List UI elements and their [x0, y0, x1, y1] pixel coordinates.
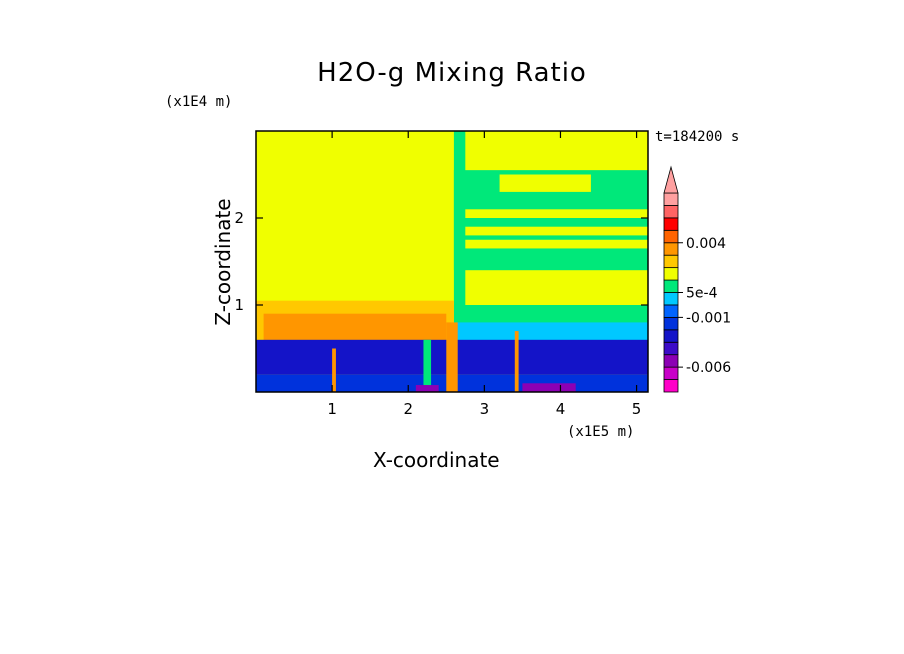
- colorbar-swatch-7: [663, 292, 679, 306]
- contour-region-9: [263, 313, 447, 345]
- colorbar-swatch-12: [663, 229, 679, 244]
- colorbar-label-8: 5e-4: [686, 286, 718, 302]
- colorbar-swatch-13: [663, 217, 679, 231]
- x-tick-label-1: 2: [403, 400, 413, 418]
- colorbar-swatch-4: [663, 329, 679, 343]
- contour-region-5: [465, 239, 648, 249]
- chart-title: H2O-g Mixing Ratio: [317, 58, 587, 88]
- contour-region-16: [332, 348, 336, 392]
- x-axis-label: X-coordinate: [373, 448, 500, 472]
- colorbar-swatch-9: [663, 267, 679, 281]
- contour-region-14: [514, 331, 519, 392]
- colorbar-swatch-8: [663, 279, 679, 293]
- colorbar-extend-arrow: [663, 165, 679, 194]
- colorbar-swatch-2: [663, 354, 679, 368]
- colorbar-swatch-3: [663, 341, 679, 356]
- colorbar-label-12: 0.004: [686, 236, 726, 252]
- contour-region-4: [465, 226, 648, 236]
- colorbar-swatch-5: [663, 316, 679, 331]
- contour-region-15: [423, 339, 432, 392]
- x-tick-label-4: 5: [632, 400, 642, 418]
- time-label: t=184200 s: [655, 129, 740, 145]
- colorbar-swatch-6: [663, 304, 679, 318]
- colorbar-swatch-1: [663, 366, 679, 380]
- contour-region-18: [415, 385, 439, 392]
- y-tick-label-1: 2: [234, 209, 244, 227]
- colorbar-swatch-14: [663, 205, 679, 219]
- colorbar-swatch-11: [663, 242, 679, 256]
- contour-region-3: [465, 209, 648, 218]
- plot-frame: [255, 130, 649, 393]
- y-scale-label: (x1E4 m): [165, 94, 233, 110]
- x-scale-label: (x1E5 m): [567, 424, 635, 440]
- colorbar-label-6: -0.001: [686, 310, 731, 326]
- x-tick-label-0: 1: [327, 400, 337, 418]
- colorbar-swatch-15: [663, 192, 679, 206]
- contour-region-17: [522, 383, 576, 392]
- y-tick-label-0: 1: [234, 296, 244, 314]
- contour-region-13: [446, 322, 458, 392]
- colorbar-swatch-0: [663, 379, 679, 393]
- x-tick-label-2: 3: [480, 400, 490, 418]
- x-tick-label-3: 4: [556, 400, 566, 418]
- contour-region-6: [499, 174, 591, 192]
- colorbar-label-2: -0.006: [686, 360, 731, 376]
- colorbar-swatch-10: [663, 254, 679, 269]
